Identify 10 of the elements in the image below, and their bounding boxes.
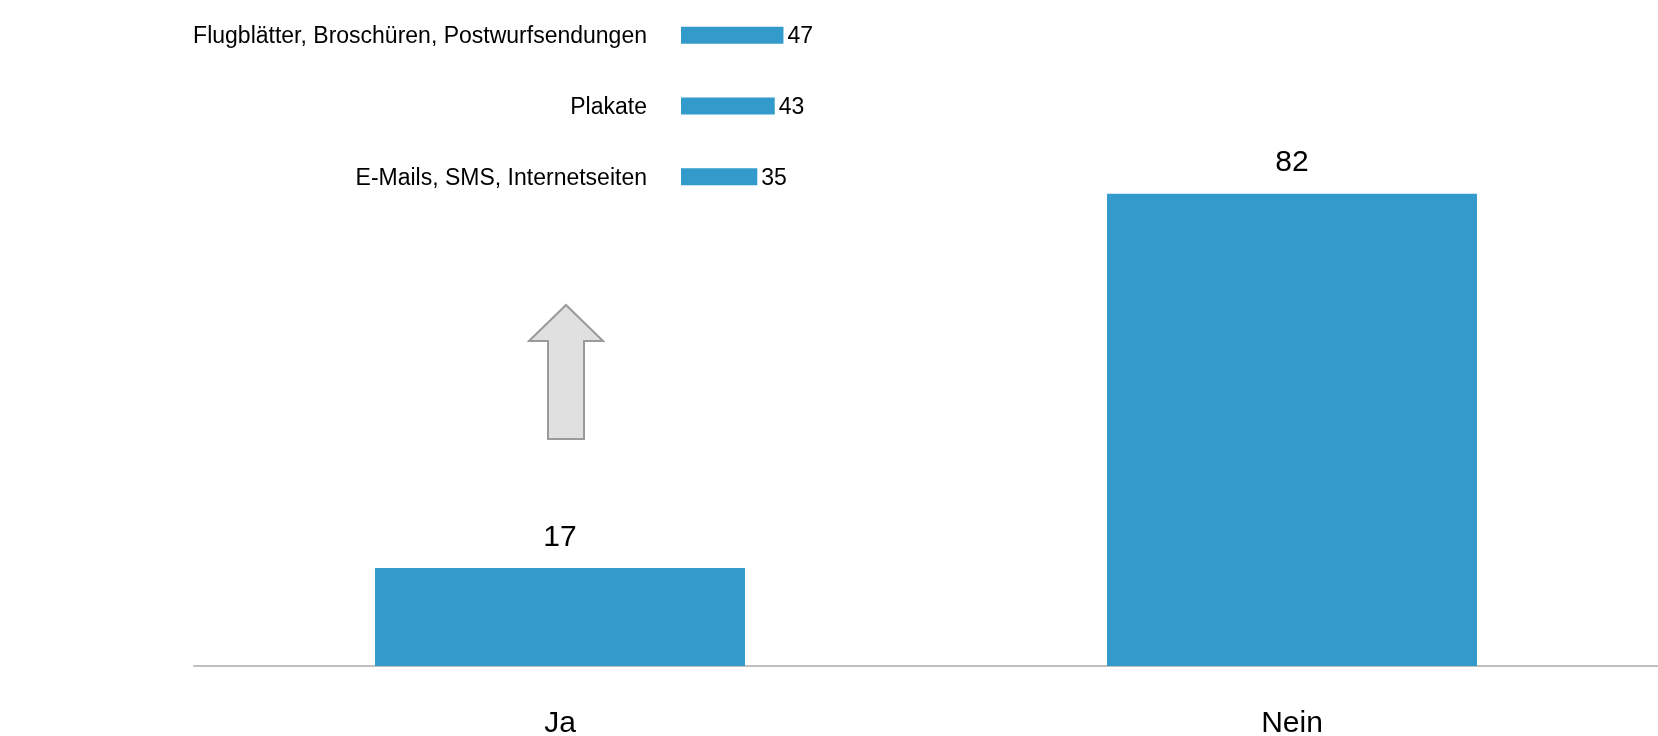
y-tick-label: E-Mails, SMS, Internetseiten bbox=[355, 163, 647, 190]
data-label: 43 bbox=[778, 93, 805, 119]
data-label: 35 bbox=[761, 163, 787, 190]
y-tick-label: Flugblätter, Broschüren, Postwurfsendungen bbox=[193, 22, 647, 49]
y-tick-label: Plakate bbox=[570, 93, 647, 119]
data-label: 47 bbox=[787, 22, 814, 49]
data-label: 82 bbox=[1275, 144, 1309, 178]
x-tick-label: Ja bbox=[544, 704, 577, 736]
x-tick-label: Nein bbox=[1261, 704, 1323, 736]
data-label: 17 bbox=[543, 518, 577, 552]
